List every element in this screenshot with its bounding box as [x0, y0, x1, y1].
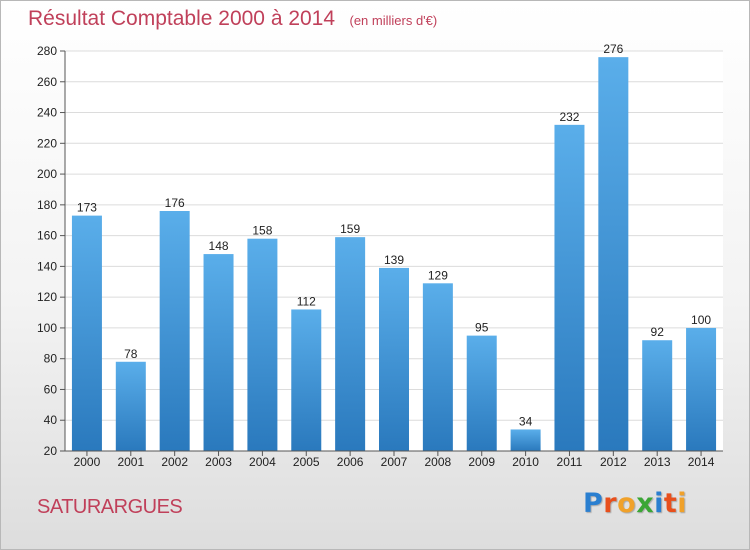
data-labels: 173 78 176 148 158 112 159 139 129 95 34 232 276 92 10… [77, 42, 711, 428]
bar-2000 [71, 215, 102, 451]
data-label-2010: 34 [519, 414, 533, 428]
y-tick-label: 180 [37, 198, 57, 212]
y-tick-label: 20 [44, 444, 58, 458]
bar-2013 [642, 340, 673, 451]
y-axis: 20 40 60 80 100 120 140 160 180 200 220 240 260 280 [37, 44, 66, 458]
bar-2001 [115, 361, 146, 451]
data-label-2006: 159 [340, 222, 360, 236]
x-tick-label-2012: 2012 [600, 455, 627, 469]
x-tick-label-2011: 2011 [557, 455, 583, 469]
place-name: SATURARGUES [37, 496, 183, 518]
y-tick-label: 40 [44, 413, 58, 427]
data-label-2002: 176 [165, 196, 185, 210]
data-label-2013: 92 [651, 325, 665, 339]
y-tick-label: 160 [37, 229, 57, 243]
bar-2006 [335, 237, 366, 451]
data-label-2003: 148 [209, 239, 229, 253]
brand-letter: r [603, 488, 618, 519]
y-tick-label: 80 [44, 352, 58, 366]
bar-2005 [291, 309, 322, 451]
x-tick-label-2003: 2003 [205, 455, 232, 469]
bar-2014 [686, 327, 717, 451]
bar-2007 [379, 267, 409, 451]
x-tick-label-2008: 2008 [425, 455, 452, 469]
x-tick-label-2001: 2001 [117, 455, 144, 469]
bar-2012 [598, 57, 629, 452]
x-tick-label-2005: 2005 [293, 455, 320, 469]
bar-2009 [466, 335, 497, 451]
x-tick-label-2004: 2004 [249, 455, 276, 469]
brand-letter: i [654, 488, 664, 519]
y-tick-label: 240 [37, 106, 57, 120]
x-tick-label-2014: 2014 [688, 455, 715, 469]
data-label-2011: 232 [559, 110, 579, 124]
data-label-2004: 158 [252, 224, 272, 238]
y-tick-label: 200 [37, 167, 57, 181]
data-label-2014: 100 [691, 313, 711, 327]
x-tick-label-2002: 2002 [161, 455, 188, 469]
bar-2003 [203, 254, 234, 451]
bar-2011 [554, 124, 585, 451]
x-tick-label-2007: 2007 [381, 455, 408, 469]
brand-letter: x [636, 488, 655, 519]
data-label-2000: 173 [77, 201, 97, 215]
data-label-2009: 95 [475, 321, 489, 335]
data-label-2012: 276 [603, 42, 623, 56]
y-tick-label: 260 [37, 75, 57, 89]
chart-subtitle: (en milliers d'€) [349, 13, 438, 28]
y-tick-label: 220 [37, 136, 57, 150]
x-tick-label-2010: 2010 [512, 455, 539, 469]
title-row: Résultat Comptable 2000 à 2014 (en milli… [28, 7, 437, 31]
bar-2004 [247, 238, 278, 451]
bars [71, 57, 717, 452]
bar-2010 [510, 429, 541, 451]
x-tick-label-2009: 2009 [468, 455, 495, 469]
brand-letter: P [583, 488, 604, 519]
y-tick-label: 280 [37, 44, 57, 58]
bar-2008 [422, 283, 453, 451]
data-label-2007: 139 [384, 253, 404, 267]
y-tick-label: 100 [37, 321, 57, 335]
y-tick-label: 120 [37, 290, 57, 304]
chart-title: Résultat Comptable 2000 à 2014 [28, 7, 336, 30]
x-axis: 2000 2001 2002 2003 2004 2005 2006 2007 2008 2009… [65, 450, 723, 469]
y-tick-label: 60 [44, 382, 58, 396]
data-label-2005: 112 [297, 294, 316, 308]
data-label-2001: 78 [124, 347, 138, 361]
brand-letter: t [663, 488, 678, 519]
x-tick-label-2013: 2013 [644, 455, 671, 469]
bar-2002 [159, 211, 190, 451]
y-tick-label: 140 [37, 259, 57, 273]
x-tick-label-2000: 2000 [74, 455, 101, 469]
x-tick-label-2006: 2006 [337, 455, 364, 469]
brand-letter: o [617, 488, 637, 519]
brand-letter: i [677, 488, 688, 519]
brand-logo: Proxiti [583, 488, 687, 519]
data-label-2008: 129 [428, 268, 448, 282]
